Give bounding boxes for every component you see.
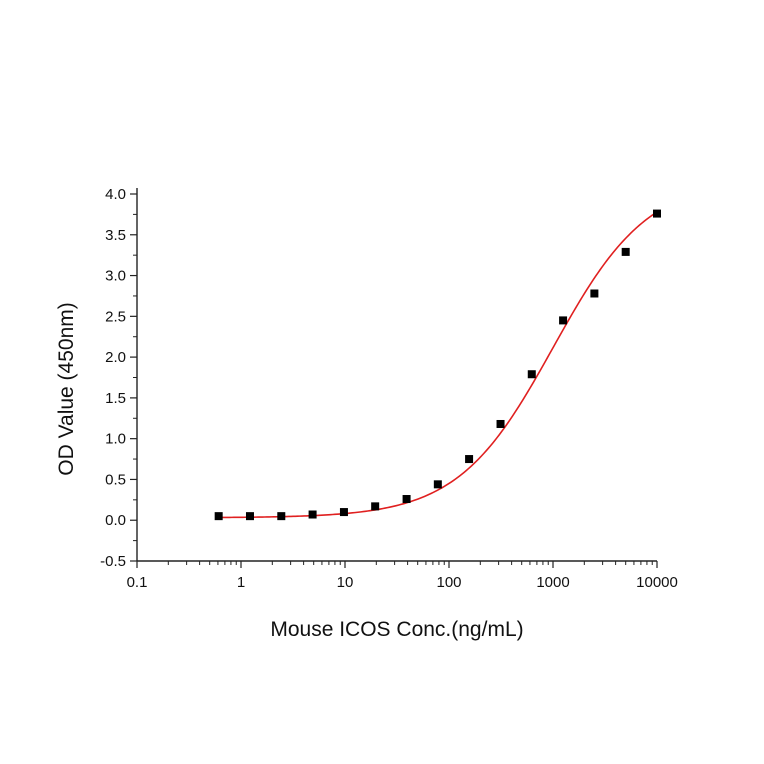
data-point [214, 512, 223, 521]
y-axis-title: OD Value (450nm) [55, 302, 78, 476]
x-tick-label: 0.1 [127, 574, 148, 591]
data-point [559, 316, 568, 325]
y-tick-label: 3.5 [105, 227, 126, 244]
data-point [653, 209, 661, 218]
data-point [621, 247, 630, 256]
y-tick-label: 2.5 [105, 308, 126, 325]
x-tick-label: 1000 [536, 574, 569, 591]
y-tick-label: 3.0 [105, 268, 126, 285]
fit-curve [218, 211, 658, 519]
x-axis-title: Mouse ICOS Conc.(ng/mL) [270, 618, 523, 641]
data-point [496, 419, 505, 428]
data-point [245, 512, 254, 521]
y-tick-label: 1.0 [105, 431, 126, 448]
data-point [308, 510, 317, 519]
data-points [214, 209, 661, 521]
data-point [371, 502, 380, 511]
data-point [465, 455, 474, 464]
y-tick-label: 0.5 [105, 471, 126, 488]
y-tick-label: 2.0 [105, 349, 126, 366]
y-tick-label: -0.5 [100, 553, 126, 570]
data-point [402, 495, 411, 504]
x-tick-label: 1 [237, 574, 245, 591]
data-point [590, 289, 599, 298]
data-point [277, 512, 286, 521]
fit-curve-layer [218, 211, 658, 519]
x-tick-label: 10 [337, 574, 354, 591]
y-tick-label: 4.0 [105, 186, 126, 203]
y-tick-label: 0.0 [105, 512, 126, 529]
x-tick-label: 100 [436, 574, 461, 591]
x-tick-label: 10000 [636, 574, 678, 591]
x-axis-ticks: 0.1 1 10 100 1000 10000 [127, 561, 678, 591]
data-point [433, 480, 442, 489]
axes [136, 188, 657, 562]
data-point [339, 508, 348, 517]
data-point [527, 370, 536, 379]
y-tick-label: 1.5 [105, 390, 126, 407]
y-axis-ticks: -0.5 0.0 0.5 1.0 1.5 2.0 2.5 3.0 3.5 4.0 [100, 186, 137, 570]
